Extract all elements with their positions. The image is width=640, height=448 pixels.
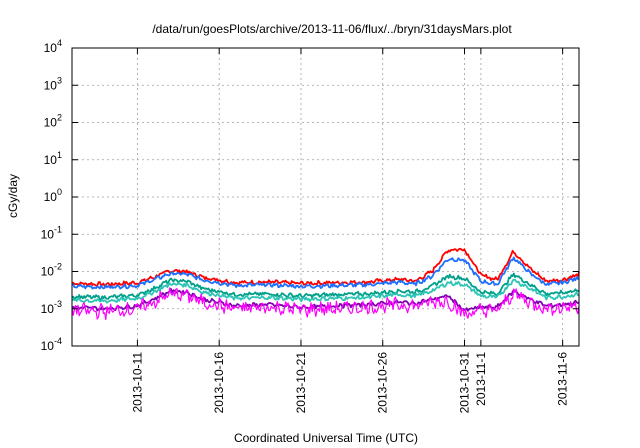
series-line-3 <box>71 272 580 301</box>
y-tick-label: 103 <box>44 75 62 92</box>
y-tick-label: 10-2 <box>41 262 62 279</box>
ticks <box>72 47 579 347</box>
x-tick-label: 2013-10-31 <box>458 352 472 414</box>
x-tick-label: 2013-10-21 <box>294 352 308 414</box>
series-line-6 <box>71 287 580 321</box>
y-tick-label: 104 <box>44 38 62 55</box>
y-axis-label: cGy/day <box>6 174 20 218</box>
x-axis-label: Coordinated Universal Time (UTC) <box>234 431 418 445</box>
x-tick-label: 2013-11-1 <box>474 352 488 406</box>
y-tick-label: 10-3 <box>41 299 62 316</box>
labels: 10-4 10-3 10-2 10-1 100 101 102 103 104 2013-10-1… <box>41 38 570 413</box>
y-tick-label: 10-4 <box>41 336 62 353</box>
x-tick-label: 2013-11-6 <box>556 352 570 406</box>
y-tick-label: 10-1 <box>41 224 62 241</box>
series-line-2 <box>71 256 580 290</box>
y-tick-label: 102 <box>44 113 62 130</box>
x-tick-label: 2013-10-26 <box>376 352 390 414</box>
x-tick-label: 2013-10-11 <box>130 352 144 413</box>
y-tick-label: 100 <box>44 187 62 204</box>
x-tick-label: 2013-10-16 <box>212 352 226 414</box>
series-layer <box>71 247 580 321</box>
series-line-4 <box>71 278 580 304</box>
chart-title: /data/run/goesPlots/archive/2013-11-06/f… <box>152 22 512 36</box>
y-tick-label: 101 <box>44 150 62 167</box>
series-line-1 <box>71 247 580 287</box>
